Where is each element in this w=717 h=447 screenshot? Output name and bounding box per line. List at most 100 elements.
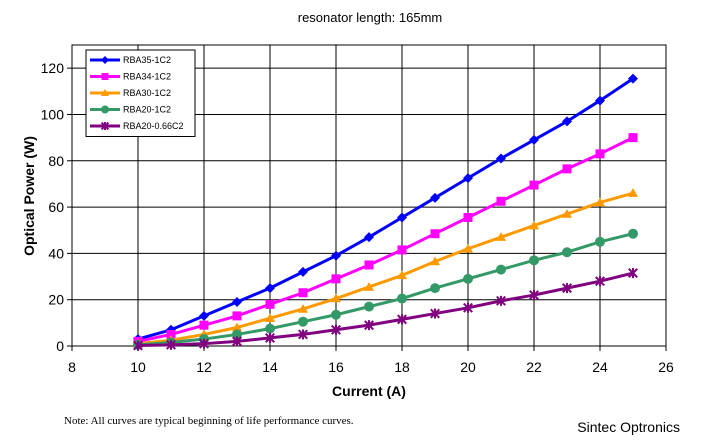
data-point (496, 153, 506, 164)
data-point (298, 329, 308, 340)
x-axis-label: Current (A) (332, 383, 406, 399)
x-tick-label: 10 (130, 359, 146, 375)
series-rba35-1c2 (133, 73, 638, 345)
chart-title: resonator length: 165mm (298, 10, 443, 25)
data-point (595, 276, 605, 287)
data-point (232, 297, 242, 308)
data-point (463, 302, 473, 313)
data-point (265, 283, 275, 294)
data-point (529, 180, 539, 190)
data-point (331, 324, 341, 335)
data-point (397, 293, 407, 304)
data-point (298, 303, 308, 313)
data-point (298, 266, 308, 277)
x-tick-label: 22 (526, 359, 542, 375)
data-point (199, 338, 209, 349)
data-point (331, 293, 341, 303)
data-point (397, 212, 407, 223)
series-line (137, 191, 634, 346)
y-tick-label: 100 (41, 106, 65, 122)
series-rba20-0-66c2 (133, 268, 638, 351)
data-point (496, 264, 506, 275)
data-point (430, 308, 440, 319)
data-point (364, 281, 374, 291)
legend-label: RBA20-1C2 (123, 105, 171, 115)
data-point (463, 273, 473, 284)
series-line (137, 271, 634, 348)
legend-item: RBA34-1C2 (90, 72, 171, 82)
legend: RBA35-1C2 RBA34-1C2 RBA30-1C2 RBA20-1C2 RBA2… (85, 49, 196, 137)
data-point (529, 134, 539, 145)
data-point (100, 121, 110, 131)
data-point (101, 89, 109, 96)
data-point (562, 283, 572, 294)
data-point (331, 250, 341, 261)
data-point (265, 332, 275, 343)
legend-item: RBA20-1C2 (90, 105, 171, 115)
legend-item: RBA30-1C2 (90, 88, 171, 98)
data-point (364, 260, 374, 270)
data-point (562, 247, 572, 258)
data-point (595, 95, 605, 106)
x-tick-label: 24 (592, 359, 608, 375)
data-point (628, 228, 638, 239)
data-point (397, 245, 407, 255)
y-tick-label: 20 (48, 292, 64, 308)
data-point (496, 295, 506, 306)
data-point (364, 232, 374, 243)
data-point (397, 314, 407, 325)
data-point (496, 232, 506, 241)
legend-label: RBA34-1C2 (123, 72, 171, 82)
data-point (199, 310, 209, 321)
data-point (331, 309, 341, 320)
data-point (133, 340, 143, 351)
data-point (166, 329, 176, 339)
data-point (463, 173, 473, 184)
data-point (529, 220, 539, 230)
x-tick-label: 18 (394, 359, 410, 375)
x-tick-label: 16 (328, 359, 344, 375)
y-tick-label: 60 (48, 199, 64, 215)
y-tick-labels: 0 20 40 60 80 100 120 (41, 60, 72, 354)
data-point (364, 320, 374, 331)
series-line (137, 232, 634, 347)
data-point (430, 229, 440, 239)
data-point (463, 212, 473, 222)
data-point (166, 339, 176, 350)
legend-label: RBA30-1C2 (123, 88, 171, 98)
data-point (628, 133, 638, 143)
data-point (265, 323, 275, 334)
data-point (430, 283, 440, 294)
x-tick-label: 26 (658, 359, 674, 375)
data-point (397, 270, 407, 280)
legend-item: RBA35-1C2 (90, 55, 171, 65)
data-point (265, 313, 275, 322)
data-point (529, 290, 539, 301)
data-point (496, 196, 506, 206)
data-point (595, 197, 605, 207)
data-point (529, 255, 539, 266)
data-point (430, 256, 440, 266)
y-tick-label: 40 (48, 245, 64, 261)
y-tick-label: 80 (48, 153, 64, 169)
data-point (364, 301, 374, 312)
data-point (430, 192, 440, 203)
data-point (101, 73, 109, 80)
x-tick-labels: 8 10 12 14 16 18 20 22 24 26 (68, 346, 674, 375)
data-point (562, 209, 572, 218)
data-point (331, 274, 341, 284)
data-point (298, 316, 308, 327)
data-point (595, 149, 605, 159)
series-line (137, 136, 634, 343)
plot-area (71, 44, 667, 347)
series-group (133, 73, 638, 351)
y-tick-label: 120 (41, 60, 65, 76)
y-axis-label: Optical Power (W) (21, 136, 37, 256)
x-tick-label: 14 (262, 359, 278, 375)
data-point (232, 322, 242, 332)
series-line (137, 77, 634, 341)
legend-label: RBA35-1C2 (123, 55, 171, 65)
x-tick-label: 8 (68, 359, 76, 375)
data-point (199, 320, 209, 330)
